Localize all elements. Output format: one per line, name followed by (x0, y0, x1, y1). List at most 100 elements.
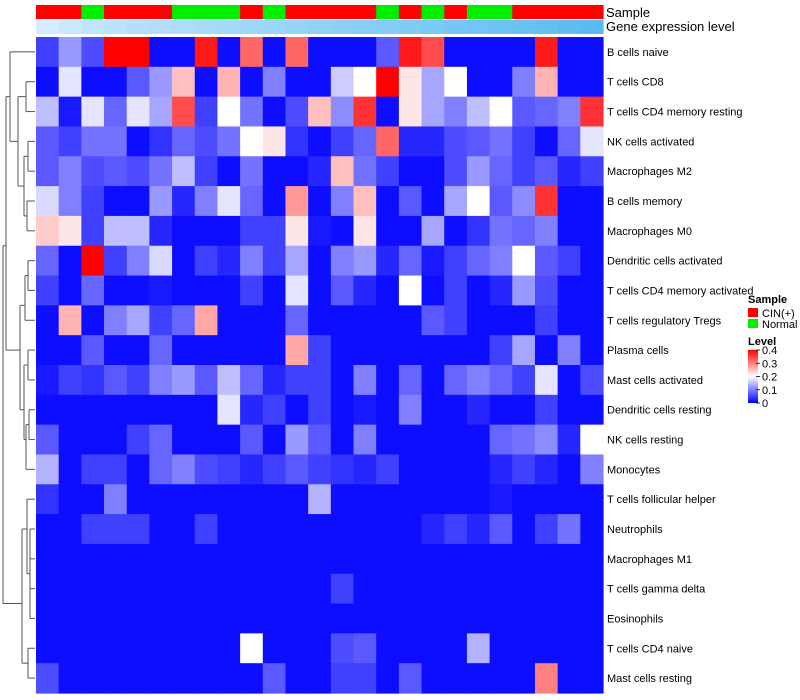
heatmap-cell (285, 514, 309, 545)
heatmap-cell (126, 663, 150, 694)
heatmap-cell (534, 454, 559, 485)
heatmap-cell (262, 37, 287, 68)
heatmap-cell (104, 305, 128, 336)
row-label: T cells gamma delta (607, 584, 706, 596)
heatmap-cell (534, 543, 559, 575)
heatmap-cell (126, 633, 150, 664)
heatmap-cell (262, 335, 287, 366)
heatmap-cell (36, 365, 60, 396)
heatmap-cell (466, 305, 491, 336)
heatmap-cell (512, 215, 536, 247)
heatmap-cell (466, 245, 491, 277)
heatmap-cell (194, 663, 219, 694)
heatmap-cell (172, 186, 196, 217)
heatmap-cell (149, 37, 173, 68)
heatmap-cell (353, 186, 377, 217)
heatmap-cell (240, 215, 264, 247)
heatmap-cell (376, 573, 400, 605)
heatmap-cell (466, 424, 491, 456)
heatmap-cell (534, 156, 559, 187)
gene-expression-cell (376, 20, 400, 34)
heatmap-cell (421, 245, 445, 277)
heatmap-cell (104, 245, 128, 277)
heatmap-cell (421, 96, 445, 128)
heatmap-cell (557, 37, 581, 68)
heatmap-cell (194, 245, 219, 277)
heatmap-cell (466, 156, 491, 187)
heatmap-cell (285, 454, 309, 485)
heatmap-cell (172, 245, 196, 277)
heatmap-cell (149, 305, 173, 336)
heatmap-cell (217, 633, 241, 664)
heatmap-cell (58, 663, 82, 694)
heatmap-cell (126, 275, 150, 306)
heatmap-cell (194, 454, 219, 485)
heatmap-cell (81, 484, 105, 515)
heatmap-cell (262, 156, 287, 187)
heatmap-cell (149, 603, 173, 634)
heatmap-cell (421, 126, 445, 157)
heatmap-cell (172, 96, 196, 128)
heatmap-cell (285, 484, 309, 515)
heatmap-cell (217, 514, 241, 545)
sample-annotation-cell (466, 5, 491, 19)
heatmap-cell (512, 424, 536, 456)
sample-annotation-cell (557, 5, 581, 19)
heatmap-cell (444, 96, 468, 128)
heatmap-cell (398, 215, 423, 247)
heatmap-cell (512, 186, 536, 217)
heatmap-cell (104, 424, 128, 456)
heatmap-cells (36, 37, 604, 694)
heatmap-cell (534, 424, 559, 456)
heatmap-cell (172, 484, 196, 515)
heatmap-cell (421, 66, 445, 98)
heatmap-cell (172, 603, 196, 634)
heatmap-cell (172, 156, 196, 187)
heatmap-cell (444, 126, 468, 157)
heatmap-cell (580, 96, 604, 128)
heatmap-cell (353, 424, 377, 456)
heatmap-cell (58, 66, 82, 98)
heatmap-cell (172, 573, 196, 605)
heatmap-cell (398, 275, 423, 306)
heatmap-cell (466, 543, 491, 575)
heatmap-cell (353, 394, 377, 426)
heatmap-cell (172, 394, 196, 426)
heatmap-cell (149, 543, 173, 575)
heatmap-cell (285, 335, 309, 366)
gene-expression-cell (262, 20, 287, 34)
heatmap-cell (444, 484, 468, 515)
heatmap-cell (421, 543, 445, 575)
heatmap-cell (557, 186, 581, 217)
heatmap-cell (81, 394, 105, 426)
heatmap-cell (421, 275, 445, 306)
heatmap-cell (421, 394, 445, 426)
sample-annotation-cell (444, 5, 468, 19)
heatmap-cell (172, 37, 196, 68)
heatmap-cell (376, 663, 400, 694)
heatmap-cell (489, 275, 513, 306)
heatmap-cell (194, 603, 219, 634)
heatmap-cell (126, 156, 150, 187)
heatmap-cell (353, 454, 377, 485)
heatmap-cell (194, 573, 219, 605)
sample-annotation-cell (217, 5, 241, 19)
heatmap-cell (580, 126, 604, 157)
heatmap-cell (172, 543, 196, 575)
heatmap-cell (444, 365, 468, 396)
heatmap-cell (580, 305, 604, 336)
heatmap-cell (398, 305, 423, 336)
sample-annotation-cell (421, 5, 445, 19)
gene-expression-cell (489, 20, 513, 34)
legend-swatch-normal (748, 319, 758, 328)
heatmap-cell (262, 126, 287, 157)
sample-annotation-cell (172, 5, 196, 19)
heatmap-cell (557, 603, 581, 634)
heatmap-cell (308, 484, 332, 515)
heatmap-cell (36, 186, 60, 217)
heatmap-cell (512, 394, 536, 426)
heatmap-cell (172, 126, 196, 157)
legend: Sample CIN(+) Normal Level 0.40.3 0.20.10 (748, 294, 797, 410)
heatmap-cell (330, 663, 355, 694)
